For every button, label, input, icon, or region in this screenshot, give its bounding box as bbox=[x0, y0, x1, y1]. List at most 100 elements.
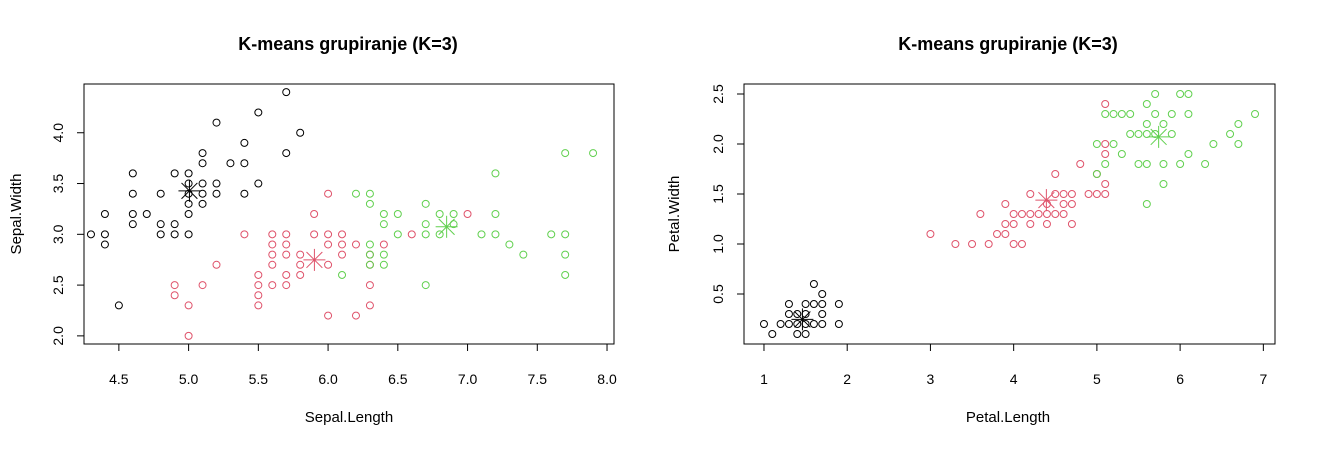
data-point bbox=[156, 189, 165, 198]
data-point bbox=[1176, 160, 1185, 168]
data-point bbox=[505, 240, 514, 249]
data-point bbox=[793, 310, 802, 318]
data-point bbox=[1142, 130, 1151, 138]
data-point bbox=[809, 300, 818, 308]
data-point bbox=[1076, 160, 1085, 168]
data-point bbox=[421, 220, 430, 229]
data-point bbox=[809, 280, 818, 288]
data-point bbox=[254, 291, 263, 300]
data-point bbox=[170, 291, 179, 300]
data-point bbox=[184, 169, 193, 178]
data-point bbox=[1059, 210, 1068, 218]
data-point bbox=[324, 311, 333, 320]
x-axis-label: Petal.Length bbox=[966, 409, 1050, 426]
x-tick-label: 5.0 bbox=[179, 371, 199, 387]
data-point bbox=[268, 260, 277, 269]
data-point bbox=[1184, 90, 1193, 98]
x-tick-label: 7.0 bbox=[458, 371, 478, 387]
data-point bbox=[1059, 200, 1068, 208]
data-point bbox=[1117, 150, 1126, 158]
data-point bbox=[296, 270, 305, 279]
data-point bbox=[801, 330, 810, 338]
data-point bbox=[993, 230, 1002, 238]
data-points bbox=[86, 88, 598, 340]
data-point bbox=[184, 210, 193, 218]
data-point bbox=[1101, 160, 1110, 168]
data-point bbox=[338, 240, 347, 249]
data-point bbox=[818, 310, 827, 318]
data-point bbox=[351, 189, 360, 198]
data-point bbox=[282, 88, 291, 97]
data-point bbox=[268, 240, 277, 249]
data-point bbox=[254, 281, 263, 290]
data-point bbox=[351, 240, 360, 249]
x-tick-label: 6.0 bbox=[318, 371, 338, 387]
data-point bbox=[338, 230, 347, 239]
x-tick-label: 3 bbox=[927, 371, 935, 387]
cluster-center-marker bbox=[1035, 189, 1058, 212]
data-point bbox=[801, 300, 810, 308]
data-point bbox=[156, 230, 165, 239]
data-point bbox=[198, 199, 207, 208]
data-point bbox=[1042, 210, 1051, 218]
data-point bbox=[142, 210, 151, 218]
data-point bbox=[1101, 150, 1110, 158]
data-point bbox=[1101, 190, 1110, 198]
axis-ticks: 4.5 5.0 5.5 6.0 6.5 7.0 7.5 8.0 2.0 2.5 3.0 3.5 4.0 bbox=[50, 123, 617, 387]
data-point bbox=[561, 230, 570, 239]
cluster-center-marker bbox=[791, 308, 814, 331]
data-point bbox=[463, 210, 472, 218]
data-point bbox=[365, 281, 374, 290]
data-point bbox=[324, 240, 333, 249]
data-point bbox=[1184, 110, 1193, 118]
data-point bbox=[1142, 160, 1151, 168]
data-point bbox=[296, 260, 305, 269]
data-point bbox=[1126, 110, 1135, 118]
data-point bbox=[477, 230, 486, 239]
data-point bbox=[1209, 140, 1218, 148]
data-point bbox=[170, 230, 179, 239]
data-point bbox=[86, 230, 95, 239]
data-point bbox=[1184, 150, 1193, 158]
data-point bbox=[435, 210, 444, 218]
data-point bbox=[926, 230, 935, 238]
y-tick-label: 4.0 bbox=[50, 123, 66, 143]
data-point bbox=[212, 260, 221, 269]
data-point bbox=[1026, 220, 1035, 228]
data-point bbox=[365, 240, 374, 249]
data-point bbox=[268, 230, 277, 239]
data-point bbox=[1051, 210, 1060, 218]
data-point bbox=[1109, 140, 1118, 148]
data-point bbox=[282, 230, 291, 239]
data-point bbox=[1042, 220, 1051, 228]
data-point bbox=[818, 290, 827, 298]
data-point bbox=[393, 210, 402, 218]
data-point bbox=[310, 230, 319, 239]
data-point bbox=[365, 199, 374, 208]
data-point bbox=[561, 270, 570, 279]
data-point bbox=[421, 199, 430, 208]
data-point bbox=[1051, 170, 1060, 178]
x-tick-label: 5 bbox=[1093, 371, 1101, 387]
data-point bbox=[809, 320, 818, 328]
data-point bbox=[324, 230, 333, 239]
data-point bbox=[282, 240, 291, 249]
data-point bbox=[1026, 190, 1035, 198]
data-point bbox=[1009, 210, 1018, 218]
axis-ticks: 1 2 3 4 5 6 7 0.5 1.0 1.5 2.0 2.5 bbox=[710, 84, 1267, 387]
data-point bbox=[198, 149, 207, 158]
data-point bbox=[128, 189, 137, 198]
data-point bbox=[170, 281, 179, 290]
data-point bbox=[128, 210, 137, 218]
data-point bbox=[240, 159, 249, 168]
x-tick-label: 4 bbox=[1010, 371, 1018, 387]
data-point bbox=[379, 260, 388, 269]
data-point bbox=[338, 270, 347, 279]
x-tick-label: 1 bbox=[760, 371, 768, 387]
data-point bbox=[968, 240, 977, 248]
data-point bbox=[561, 149, 570, 158]
data-point bbox=[198, 189, 207, 198]
data-point bbox=[282, 250, 291, 259]
data-point bbox=[1226, 130, 1235, 138]
